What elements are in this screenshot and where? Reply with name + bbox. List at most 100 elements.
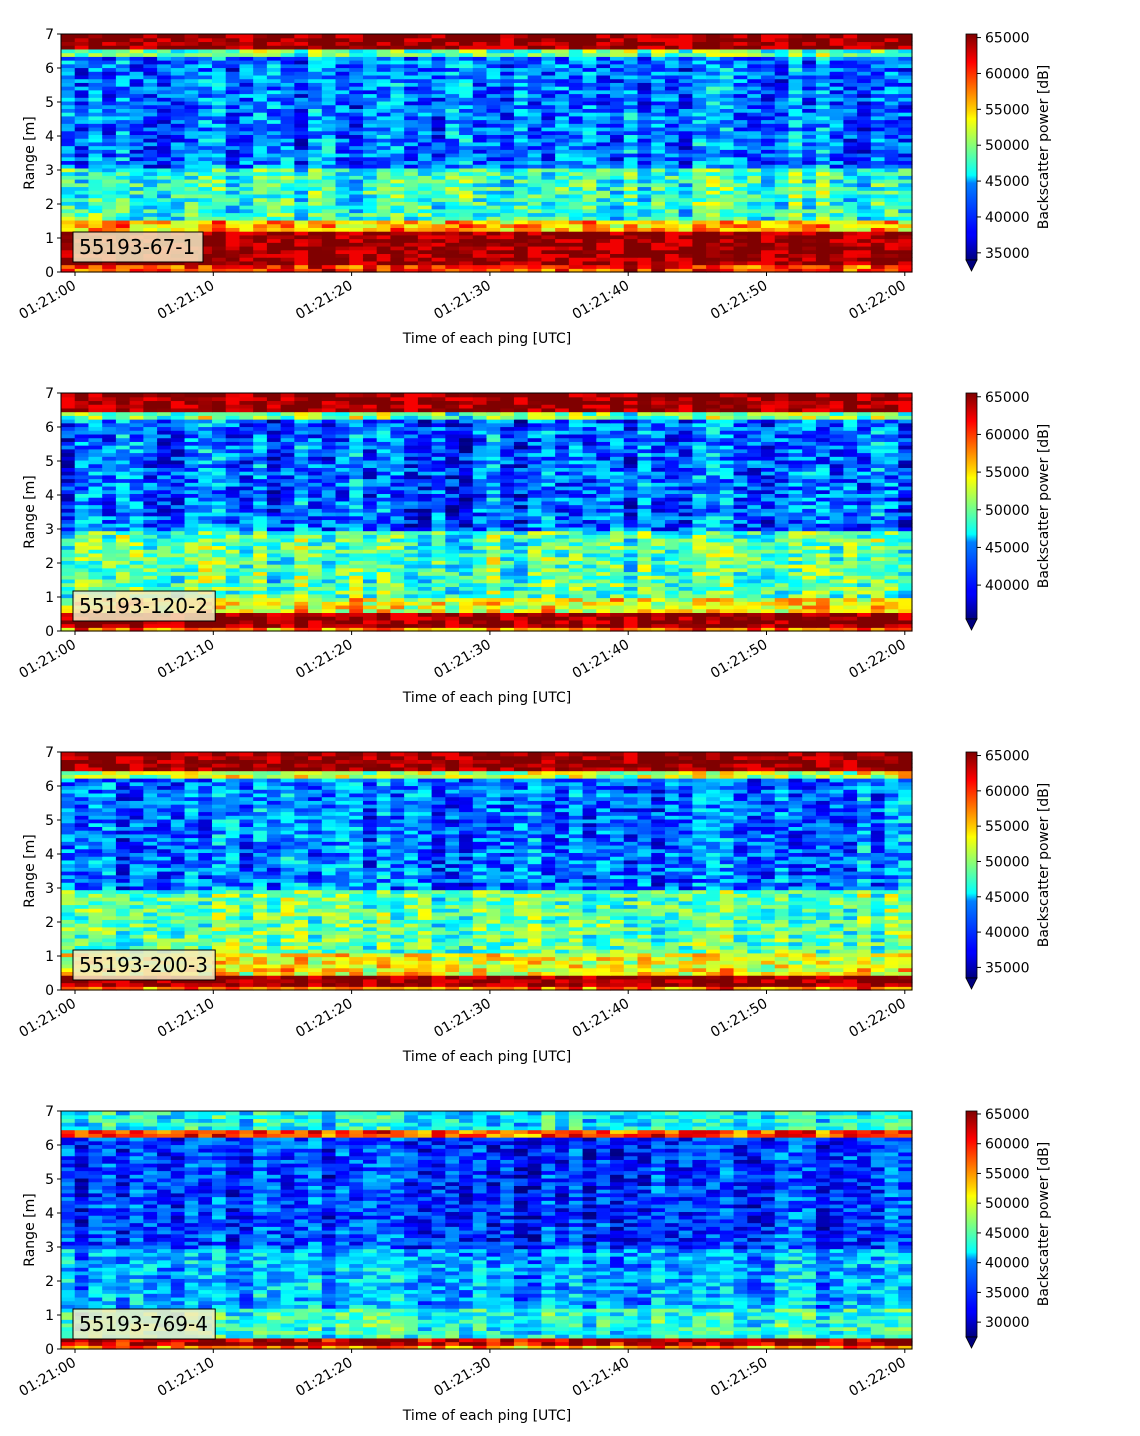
heatmap-cell bbox=[843, 590, 858, 595]
heatmap-cell bbox=[870, 205, 886, 210]
heatmap-cell bbox=[610, 575, 625, 580]
heatmap-cell bbox=[225, 238, 241, 243]
heatmap-cell bbox=[321, 93, 337, 98]
heatmap-cell bbox=[541, 208, 556, 214]
heatmap-cell bbox=[857, 37, 872, 43]
heatmap-cell bbox=[225, 264, 241, 269]
heatmap-cell bbox=[843, 56, 858, 61]
heatmap-cell bbox=[266, 586, 282, 591]
heatmap-cell bbox=[321, 97, 337, 102]
heatmap-cell bbox=[486, 223, 501, 228]
heatmap-cell bbox=[568, 141, 584, 147]
heatmap-cell bbox=[362, 63, 378, 69]
heatmap-cell bbox=[472, 578, 488, 584]
heatmap-cell bbox=[390, 234, 405, 240]
heatmap-cell bbox=[459, 104, 474, 109]
heatmap-cell bbox=[527, 571, 543, 576]
heatmap-cell bbox=[747, 134, 762, 139]
heatmap-cell bbox=[335, 208, 350, 214]
heatmap-cell bbox=[211, 89, 227, 95]
heatmap-cell bbox=[541, 34, 556, 39]
heatmap-cell bbox=[431, 134, 446, 139]
heatmap-cell bbox=[404, 89, 419, 95]
heatmap-cell bbox=[335, 268, 350, 273]
heatmap-cell bbox=[527, 82, 543, 87]
heatmap-cell bbox=[843, 45, 858, 50]
heatmap-cell bbox=[541, 623, 556, 628]
heatmap-cell bbox=[651, 601, 666, 606]
heatmap-cell bbox=[362, 619, 378, 625]
heatmap-cell bbox=[417, 71, 433, 76]
heatmap-cell bbox=[376, 190, 392, 195]
heatmap-cell bbox=[61, 179, 76, 184]
heatmap-cell bbox=[362, 141, 378, 147]
heatmap-cell bbox=[596, 242, 611, 247]
heatmap-cell bbox=[198, 119, 213, 124]
heatmap-cell bbox=[115, 130, 131, 136]
heatmap-cell bbox=[541, 78, 556, 83]
heatmap-cell bbox=[651, 616, 666, 621]
heatmap-cell bbox=[527, 238, 543, 243]
heatmap-cell bbox=[870, 97, 886, 102]
heatmap-cell bbox=[678, 223, 693, 228]
heatmap-cell bbox=[362, 149, 378, 154]
heatmap-cell bbox=[527, 41, 543, 46]
heatmap-cell bbox=[829, 52, 844, 57]
heatmap-cell bbox=[857, 182, 872, 188]
heatmap-cell bbox=[170, 260, 186, 266]
heatmap-cell bbox=[706, 153, 721, 158]
heatmap-cell bbox=[815, 119, 831, 124]
heatmap-cell bbox=[733, 134, 748, 139]
heatmap-cell bbox=[500, 612, 515, 617]
heatmap-cell bbox=[321, 604, 337, 610]
heatmap-cell bbox=[459, 82, 474, 87]
heatmap-cell bbox=[349, 590, 364, 595]
heatmap-cell bbox=[61, 619, 76, 625]
heatmap-cell bbox=[884, 179, 899, 184]
heatmap-cell bbox=[362, 52, 378, 57]
heatmap-cell bbox=[719, 93, 735, 98]
heatmap-cell bbox=[170, 179, 186, 184]
heatmap-cell bbox=[102, 179, 117, 184]
heatmap-cell bbox=[308, 249, 323, 255]
heatmap-cell bbox=[184, 179, 199, 184]
heatmap-cell bbox=[678, 63, 693, 69]
heatmap-cell bbox=[692, 130, 707, 136]
heatmap-cell bbox=[500, 575, 515, 580]
heatmap-cell bbox=[513, 93, 529, 98]
heatmap-cell bbox=[582, 141, 597, 147]
heatmap-cell bbox=[486, 175, 501, 180]
heatmap-cell bbox=[843, 575, 858, 580]
heatmap-cell bbox=[211, 264, 227, 269]
heatmap-cell bbox=[321, 45, 337, 50]
heatmap-cell bbox=[102, 115, 117, 121]
colorbar-label: Backscatter power [dB] bbox=[1036, 65, 1052, 230]
heatmap-cell bbox=[157, 100, 172, 106]
heatmap-cell bbox=[719, 193, 735, 199]
heatmap-cell bbox=[898, 253, 913, 258]
heatmap-cell bbox=[431, 593, 446, 599]
heatmap-cell bbox=[74, 89, 90, 95]
heatmap-cell bbox=[596, 208, 611, 214]
heatmap-cell bbox=[115, 627, 131, 632]
heatmap-cell bbox=[664, 145, 680, 150]
heatmap-cell bbox=[733, 71, 748, 76]
heatmap-cell bbox=[747, 257, 762, 262]
heatmap-cell bbox=[431, 126, 446, 132]
heatmap-cell bbox=[582, 619, 597, 625]
heatmap-cell bbox=[170, 627, 186, 632]
heatmap-cell bbox=[349, 130, 364, 136]
heatmap-cell bbox=[445, 78, 460, 83]
heatmap-cell bbox=[857, 56, 872, 61]
heatmap-cell bbox=[225, 171, 241, 176]
heatmap-cell bbox=[664, 223, 680, 228]
heatmap-cell bbox=[321, 74, 337, 80]
heatmap-cell bbox=[88, 141, 103, 147]
heatmap-cell bbox=[445, 104, 460, 109]
heatmap-cell bbox=[431, 71, 446, 76]
heatmap-cell bbox=[651, 141, 666, 147]
heatmap-cell bbox=[815, 601, 831, 606]
heatmap-cell bbox=[513, 171, 529, 176]
heatmap-cell bbox=[184, 160, 199, 165]
heatmap-cell bbox=[321, 175, 337, 180]
